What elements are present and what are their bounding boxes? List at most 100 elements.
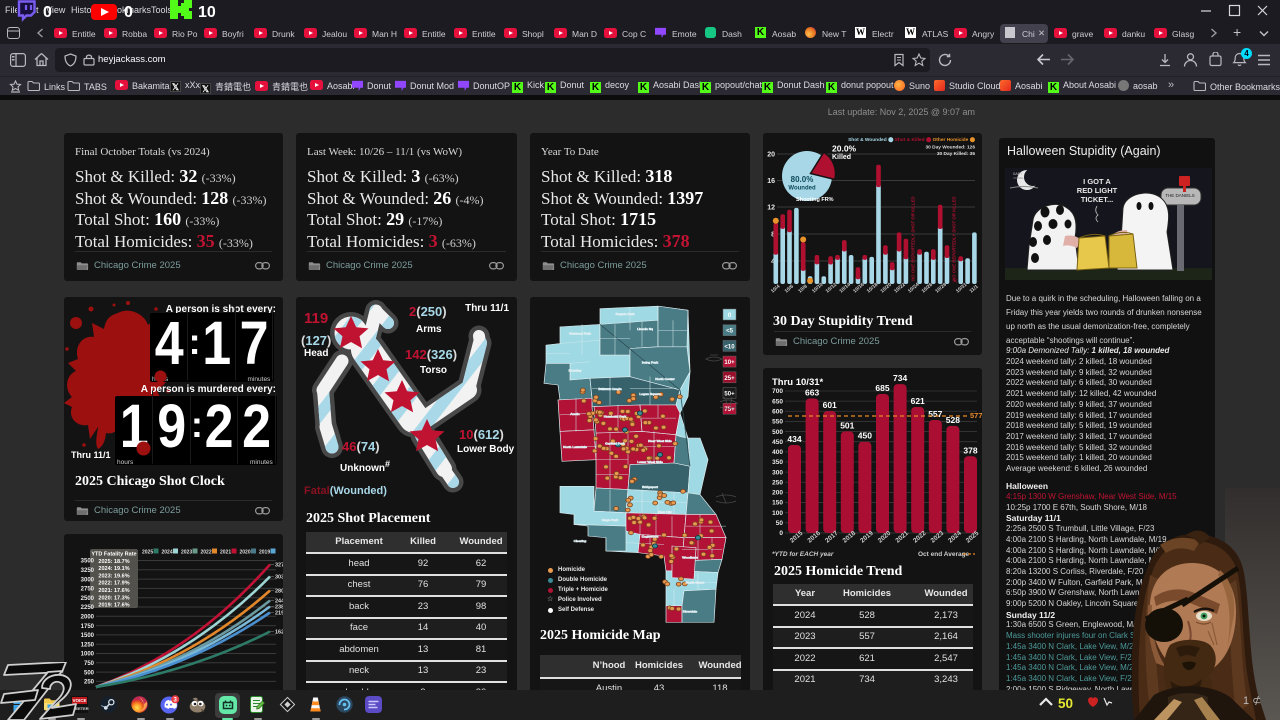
svg-text:50+: 50+ <box>724 392 735 398</box>
svg-text:Thru 10/31*: Thru 10/31* <box>772 377 824 388</box>
svg-text:Clearing: Clearing <box>574 539 587 543</box>
svg-text:Oct end Average: Oct end Average <box>918 551 970 558</box>
svg-text:2023: 2023 <box>181 550 192 556</box>
svg-text:2020: 17.3%: 2020: 17.3% <box>98 595 129 601</box>
svg-text:Lincoln Sq: Lincoln Sq <box>637 327 653 331</box>
svg-text:250: 250 <box>772 479 783 486</box>
svg-text:GARY: GARY <box>1013 173 1023 177</box>
svg-text:Humboldt Park: Humboldt Park <box>604 415 627 419</box>
svg-text:500: 500 <box>772 429 783 436</box>
svg-text:Killed: Killed <box>832 154 851 161</box>
svg-text:1627: 1627 <box>275 630 283 636</box>
svg-text:16: 16 <box>767 178 775 185</box>
svg-text:500: 500 <box>84 670 95 676</box>
svg-text:1000: 1000 <box>81 652 95 658</box>
svg-text:Woodlawn: Woodlawn <box>682 556 698 560</box>
svg-text:2500: 2500 <box>81 596 95 602</box>
svg-text:3: 3 <box>174 698 178 704</box>
svg-text:Belmont Cragin: Belmont Cragin <box>598 387 622 391</box>
svg-text:663: 663 <box>805 388 819 398</box>
svg-text:25+: 25+ <box>724 376 735 382</box>
svg-text:Shooting FR%: Shooting FR% <box>796 197 834 203</box>
svg-text:557: 557 <box>928 409 942 419</box>
svg-text:Lower West Side: Lower West Side <box>637 460 663 464</box>
svg-text:1750: 1750 <box>81 624 95 630</box>
svg-text:75+: 75+ <box>724 407 735 413</box>
svg-text:11/1: 11/1 <box>969 284 980 295</box>
svg-text:10/6: 10/6 <box>784 284 795 295</box>
svg-text:THE DANIELS: THE DANIELS <box>1165 193 1195 198</box>
svg-text:Irving Park: Irving Park <box>642 361 659 365</box>
svg-text:<5: <5 <box>726 329 734 335</box>
svg-text:2019: 2019 <box>259 550 270 556</box>
svg-text:250: 250 <box>84 680 95 686</box>
svg-text:3000: 3000 <box>81 577 95 583</box>
svg-text:685: 685 <box>875 383 889 393</box>
svg-text:10: 10 <box>198 4 216 21</box>
svg-text:2024: 2024 <box>162 550 173 556</box>
svg-text:YTD Fatality Rate: YTD Fatality Rate <box>91 552 136 558</box>
svg-text:NO ONE REPORTEDLY SHOT OR KILL: NO ONE REPORTEDLY SHOT OR KILLED <box>952 196 957 281</box>
svg-text:South Shore: South Shore <box>686 581 705 585</box>
svg-text:300: 300 <box>772 469 783 476</box>
svg-text:2024: 19.1%: 2024: 19.1% <box>98 566 129 572</box>
svg-text:NO ONE REPORTEDLY SHOT OR KILL: NO ONE REPORTEDLY SHOT OR KILLED <box>911 196 916 281</box>
svg-text:Bridgeport: Bridgeport <box>642 485 658 489</box>
svg-text:RED LIGHT: RED LIGHT <box>1077 186 1118 195</box>
svg-text:Riverdale: Riverdale <box>683 610 698 614</box>
svg-text:20: 20 <box>767 152 775 159</box>
svg-text:650: 650 <box>772 398 783 405</box>
svg-text:450: 450 <box>858 431 872 441</box>
svg-text:528: 528 <box>946 415 960 425</box>
svg-text:Norwood Park: Norwood Park <box>569 332 591 336</box>
svg-text:North Center: North Center <box>655 377 674 381</box>
svg-text:Logan Square: Logan Square <box>639 392 661 396</box>
svg-text:2022: 17.9%: 2022: 17.9% <box>98 581 129 587</box>
svg-text:2021: 17.6%: 2021: 17.6% <box>98 588 129 594</box>
svg-text:100: 100 <box>772 510 783 517</box>
svg-text:50: 50 <box>776 520 784 527</box>
svg-text:I GOT A: I GOT A <box>1083 177 1111 186</box>
svg-text:350: 350 <box>772 459 783 466</box>
svg-text:10/8: 10/8 <box>797 284 808 295</box>
svg-text:2447: 2447 <box>275 599 283 605</box>
svg-text:2194: 2194 <box>275 611 283 617</box>
svg-text:734: 734 <box>893 373 907 383</box>
svg-text:200: 200 <box>772 490 783 497</box>
svg-text:501: 501 <box>840 420 854 430</box>
svg-text:600: 600 <box>772 408 783 415</box>
svg-text:TICKET...: TICKET... <box>1081 195 1114 204</box>
svg-text:0: 0 <box>779 530 783 537</box>
svg-text:20.0%: 20.0% <box>832 144 857 154</box>
svg-text:621: 621 <box>911 396 925 406</box>
svg-text:Wounded: Wounded <box>788 186 816 192</box>
svg-text:1250: 1250 <box>81 642 95 648</box>
svg-text:Garfield Park: Garfield Park <box>605 442 625 446</box>
svg-text:<10: <10 <box>724 344 735 350</box>
svg-text:3250: 3250 <box>81 568 95 574</box>
svg-text:30 Day Wounded: 126: 30 Day Wounded: 126 <box>926 145 976 151</box>
svg-text:2000: 2000 <box>81 615 95 621</box>
svg-text:New City: New City <box>658 510 672 514</box>
svg-text:434: 434 <box>787 434 801 444</box>
svg-text:Near West Side: Near West Side <box>648 440 672 444</box>
svg-text:4: 4 <box>771 259 775 266</box>
svg-text:400: 400 <box>772 449 783 456</box>
svg-text:30 Day Killed: 35: 30 Day Killed: 35 <box>937 151 975 157</box>
svg-text:Austin: Austin <box>570 412 580 416</box>
svg-text:150: 150 <box>772 500 783 507</box>
svg-text:2382: 2382 <box>275 605 283 611</box>
svg-text:Rogers Park: Rogers Park <box>616 313 635 317</box>
svg-text:1 ⊄: 1 ⊄ <box>1243 695 1261 707</box>
svg-text:Shot & Wounded ⬤ Shot & Killed: Shot & Wounded ⬤ Shot & Killed ⬤ Other H… <box>848 137 976 143</box>
svg-text:3036: 3036 <box>275 575 283 581</box>
svg-text:2025: 2025 <box>142 550 153 556</box>
svg-text:*YTD for EACH year: *YTD for EACH year <box>772 551 834 558</box>
svg-text:✕: ✕ <box>953 279 958 285</box>
svg-text:750: 750 <box>84 661 95 667</box>
svg-text:550: 550 <box>772 419 783 426</box>
svg-text:450: 450 <box>772 439 783 446</box>
svg-text:80.0%: 80.0% <box>791 175 814 184</box>
svg-text:700: 700 <box>772 388 783 395</box>
svg-text:VARVEL: VARVEL <box>1013 177 1024 180</box>
